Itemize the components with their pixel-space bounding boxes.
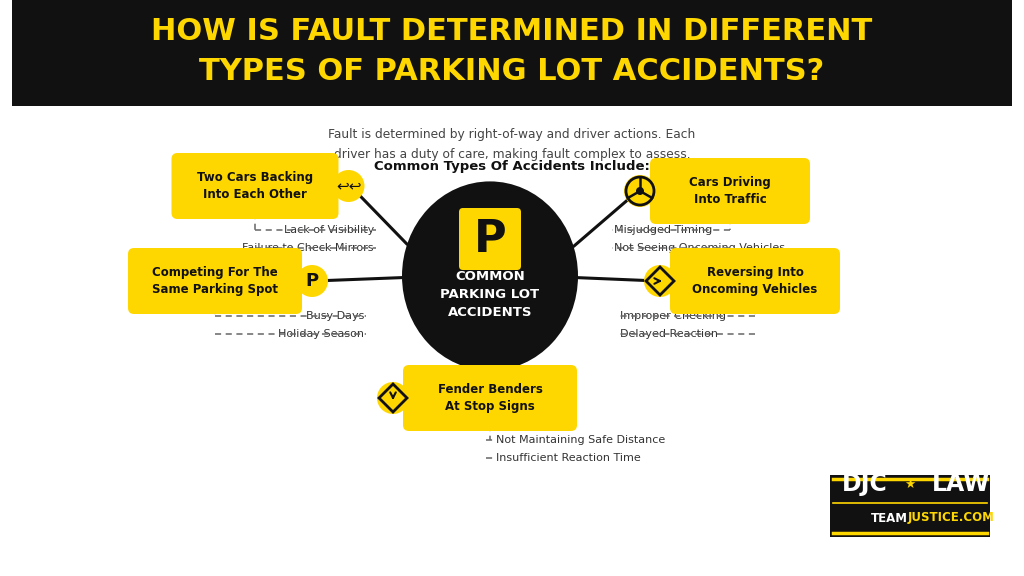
Text: Not Maintaining Safe Distance: Not Maintaining Safe Distance xyxy=(496,435,666,445)
Text: Misjudged Timing: Misjudged Timing xyxy=(614,225,713,235)
Text: Two Cars Backing
Into Each Other: Two Cars Backing Into Each Other xyxy=(197,171,313,201)
Text: DJC: DJC xyxy=(843,472,888,496)
Circle shape xyxy=(296,265,328,297)
Text: Not Seeing Oncoming Vehicles: Not Seeing Oncoming Vehicles xyxy=(614,243,785,253)
FancyBboxPatch shape xyxy=(128,248,302,314)
FancyBboxPatch shape xyxy=(830,475,990,537)
Text: P: P xyxy=(474,218,507,260)
Text: Fault is determined by right-of-way and driver actions. Each
driver has a duty o: Fault is determined by right-of-way and … xyxy=(329,128,695,161)
Text: Reversing Into
Oncoming Vehicles: Reversing Into Oncoming Vehicles xyxy=(692,266,817,296)
Text: Improper Checking: Improper Checking xyxy=(620,311,726,321)
FancyBboxPatch shape xyxy=(12,0,1012,106)
Text: Holiday Season: Holiday Season xyxy=(278,329,364,339)
Text: COMMON
PARKING LOT
ACCIDENTS: COMMON PARKING LOT ACCIDENTS xyxy=(440,270,540,319)
Text: Lack of Visibility: Lack of Visibility xyxy=(284,225,374,235)
Text: ↩↩: ↩↩ xyxy=(337,179,362,194)
Text: HOW IS FAULT DETERMINED IN DIFFERENT: HOW IS FAULT DETERMINED IN DIFFERENT xyxy=(152,17,872,47)
Circle shape xyxy=(333,170,365,202)
Text: Competing For The
Same Parking Spot: Competing For The Same Parking Spot xyxy=(152,266,278,296)
Polygon shape xyxy=(379,384,407,412)
Text: Failure to Check Mirrors: Failure to Check Mirrors xyxy=(243,243,374,253)
Text: ★: ★ xyxy=(904,478,915,491)
FancyBboxPatch shape xyxy=(403,365,577,431)
Circle shape xyxy=(636,187,644,195)
Circle shape xyxy=(377,382,409,414)
Text: TEAM: TEAM xyxy=(871,511,908,525)
FancyBboxPatch shape xyxy=(670,248,840,314)
Text: P: P xyxy=(305,272,318,290)
Text: Common Types Of Accidents Include:: Common Types Of Accidents Include: xyxy=(374,160,650,173)
Text: Insufficient Reaction Time: Insufficient Reaction Time xyxy=(496,453,641,463)
FancyBboxPatch shape xyxy=(171,153,339,219)
Text: Cars Driving
Into Traffic: Cars Driving Into Traffic xyxy=(689,176,771,206)
Text: Fender Benders
At Stop Signs: Fender Benders At Stop Signs xyxy=(437,383,543,413)
Circle shape xyxy=(644,265,676,297)
Text: TYPES OF PARKING LOT ACCIDENTS?: TYPES OF PARKING LOT ACCIDENTS? xyxy=(200,58,824,86)
FancyBboxPatch shape xyxy=(650,158,810,224)
Text: LAW: LAW xyxy=(932,472,990,496)
Text: Delayed Reaction: Delayed Reaction xyxy=(620,329,718,339)
Ellipse shape xyxy=(402,181,578,370)
Text: JUSTICE.COM: JUSTICE.COM xyxy=(908,511,995,525)
Text: Busy Days: Busy Days xyxy=(305,311,364,321)
Polygon shape xyxy=(646,267,674,295)
Circle shape xyxy=(624,175,656,207)
FancyBboxPatch shape xyxy=(459,208,521,270)
